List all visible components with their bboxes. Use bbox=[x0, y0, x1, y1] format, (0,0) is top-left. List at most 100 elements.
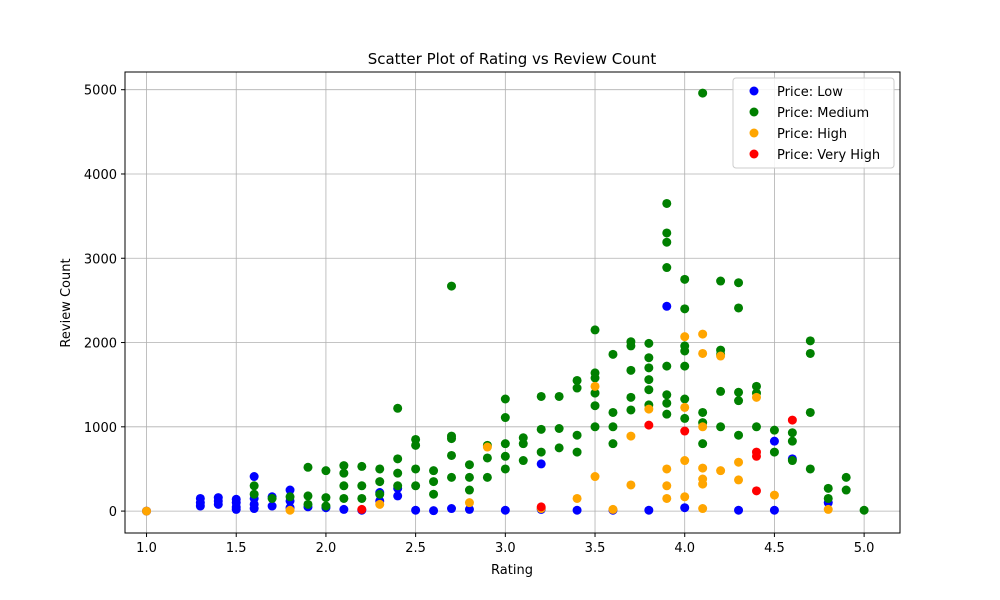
data-point bbox=[357, 504, 367, 514]
data-point bbox=[626, 431, 636, 441]
data-point bbox=[787, 436, 797, 446]
x-tick-label: 3.0 bbox=[495, 541, 516, 556]
data-point bbox=[662, 228, 672, 238]
data-point bbox=[447, 434, 457, 444]
data-point bbox=[626, 365, 636, 375]
data-point bbox=[339, 461, 349, 471]
data-point bbox=[644, 404, 654, 414]
data-point bbox=[751, 422, 761, 432]
data-point bbox=[680, 361, 690, 371]
data-point bbox=[841, 472, 851, 482]
data-point bbox=[662, 481, 672, 491]
legend-marker bbox=[749, 149, 759, 159]
data-point bbox=[339, 481, 349, 491]
y-tick-label: 3000 bbox=[84, 252, 117, 267]
data-point bbox=[698, 439, 708, 449]
data-point bbox=[698, 407, 708, 417]
data-point bbox=[626, 480, 636, 490]
y-axis-ticks: 0 1000 2000 3000 4000 5000 bbox=[84, 84, 125, 520]
x-tick-label: 2.0 bbox=[316, 541, 337, 556]
data-point bbox=[429, 506, 439, 516]
data-point bbox=[375, 477, 385, 487]
data-point bbox=[393, 491, 403, 501]
data-point bbox=[590, 388, 600, 398]
data-point bbox=[859, 505, 869, 515]
data-point bbox=[805, 407, 815, 417]
data-point bbox=[500, 439, 510, 449]
plot-frame bbox=[124, 71, 901, 534]
data-point bbox=[429, 489, 439, 499]
data-point bbox=[769, 436, 779, 446]
data-point bbox=[734, 505, 744, 515]
data-point bbox=[482, 453, 492, 463]
data-point bbox=[464, 498, 474, 508]
x-axis-ticks: 1.0 1.5 2.0 2.5 3.0 3.5 4.0 4.5 5.0 bbox=[136, 533, 874, 556]
data-point bbox=[608, 439, 618, 449]
data-point bbox=[823, 504, 833, 514]
data-point bbox=[590, 325, 600, 335]
data-point bbox=[680, 413, 690, 423]
data-point bbox=[787, 456, 797, 466]
data-point bbox=[662, 237, 672, 247]
data-point bbox=[680, 332, 690, 342]
data-point bbox=[411, 481, 421, 491]
data-point bbox=[662, 398, 672, 408]
y-tick-label: 2000 bbox=[84, 337, 117, 352]
data-point bbox=[285, 485, 295, 495]
data-point bbox=[536, 502, 546, 512]
data-point bbox=[823, 483, 833, 493]
data-point bbox=[662, 301, 672, 311]
data-point bbox=[375, 464, 385, 474]
data-point bbox=[482, 472, 492, 482]
data-point bbox=[590, 381, 600, 391]
x-tick-label: 3.5 bbox=[585, 541, 606, 556]
y-tick-label: 4000 bbox=[84, 168, 117, 183]
data-point bbox=[644, 375, 654, 385]
data-point bbox=[536, 447, 546, 457]
data-point bbox=[536, 459, 546, 469]
data-point bbox=[411, 505, 421, 515]
x-tick-label: 2.5 bbox=[405, 541, 426, 556]
data-point bbox=[662, 263, 672, 273]
data-point bbox=[554, 391, 564, 401]
data-point bbox=[769, 447, 779, 457]
data-point bbox=[464, 485, 474, 495]
data-point bbox=[303, 499, 313, 509]
data-point bbox=[375, 489, 385, 499]
data-point bbox=[751, 381, 761, 391]
data-point bbox=[429, 466, 439, 476]
data-point bbox=[662, 390, 672, 400]
data-point bbox=[536, 391, 546, 401]
data-point bbox=[698, 348, 708, 358]
data-point bbox=[411, 440, 421, 450]
data-point bbox=[662, 464, 672, 474]
data-point bbox=[393, 403, 403, 413]
data-point bbox=[716, 386, 726, 396]
data-point bbox=[518, 456, 528, 466]
y-axis-label: Review Count bbox=[59, 258, 74, 347]
data-point bbox=[716, 351, 726, 361]
data-point bbox=[518, 439, 528, 449]
data-point bbox=[285, 505, 295, 515]
data-point bbox=[357, 481, 367, 491]
data-point bbox=[321, 466, 331, 476]
data-point bbox=[447, 504, 457, 514]
y-tick-label: 0 bbox=[109, 505, 117, 520]
data-point bbox=[716, 422, 726, 432]
legend-label: Price: Medium bbox=[777, 106, 869, 121]
data-point bbox=[787, 428, 797, 438]
data-point bbox=[482, 442, 492, 452]
legend-label: Price: Low bbox=[777, 85, 843, 100]
data-point bbox=[644, 338, 654, 348]
data-point bbox=[680, 346, 690, 356]
data-point bbox=[249, 472, 259, 482]
data-point bbox=[303, 491, 313, 501]
data-point bbox=[698, 463, 708, 473]
data-point bbox=[662, 198, 672, 208]
legend-marker bbox=[749, 86, 759, 96]
data-point bbox=[339, 493, 349, 503]
data-point bbox=[680, 274, 690, 284]
data-point bbox=[626, 405, 636, 415]
data-point bbox=[572, 505, 582, 515]
data-point bbox=[662, 361, 672, 371]
